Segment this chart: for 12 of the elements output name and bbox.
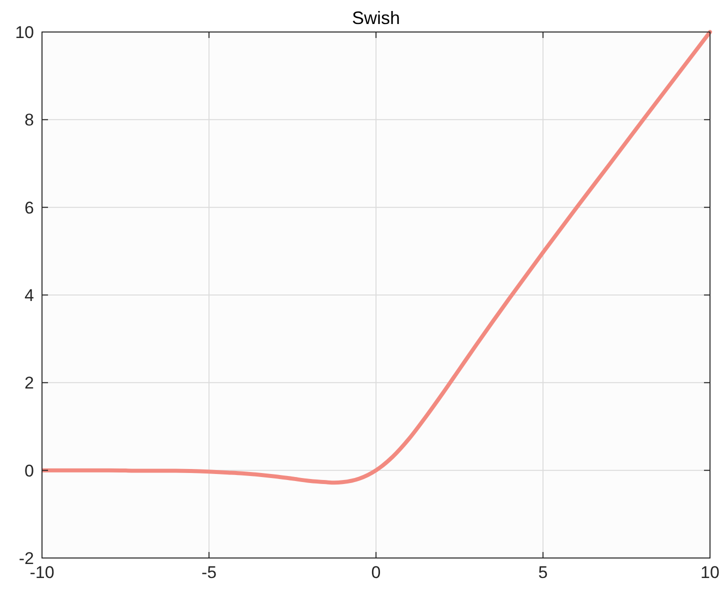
y-tick-label: 2: [24, 374, 34, 393]
y-tick-label: 4: [24, 286, 34, 305]
line-series: [42, 30, 712, 485]
x-tick-label: 5: [538, 563, 548, 582]
y-tick-label: 8: [24, 110, 34, 130]
x-tick-label: -5: [201, 563, 217, 582]
chart-title: Swish: [352, 8, 400, 28]
y-tick-label: 6: [24, 198, 34, 218]
y-tick-label: 0: [24, 461, 34, 480]
y-tick-label: 10: [15, 22, 34, 42]
x-tick-label: 10: [700, 563, 720, 582]
x-tick-label: 0: [371, 563, 381, 582]
